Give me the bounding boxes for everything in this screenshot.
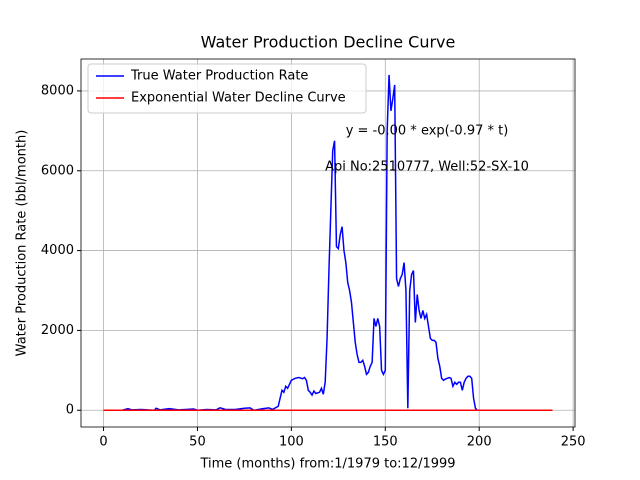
y-axis-label: Water Production Rate (bbl/month) [15,130,30,357]
x-tick-label: 250 [561,435,586,450]
annotation: y = -0.00 * exp(-0.97 * t) [346,124,509,139]
legend-label: Exponential Water Decline Curve [131,91,346,106]
x-axis-label: Time (months) from:1/1979 to:12/1999 [199,457,455,472]
legend-label: True Water Production Rate [130,69,308,84]
plot-frame [80,58,576,428]
legend-box [87,63,367,114]
chart-title: Water Production Decline Curve [201,33,456,52]
data-line [103,74,553,412]
y-tick-label: 6000 [41,163,74,178]
y-tick-label: 8000 [41,83,74,98]
y-tick-label: 0 [66,403,74,418]
x-tick-label: 200 [467,435,492,450]
x-tick-label: 50 [189,435,206,450]
y-tick-label: 2000 [41,323,74,338]
x-tick-label: 0 [99,435,107,450]
x-tick-label: 150 [373,435,398,450]
annotation: Api No:2510777, Well:52-SX-10 [325,160,529,175]
x-tick-label: 100 [279,435,304,450]
y-tick-label: 4000 [41,243,74,258]
